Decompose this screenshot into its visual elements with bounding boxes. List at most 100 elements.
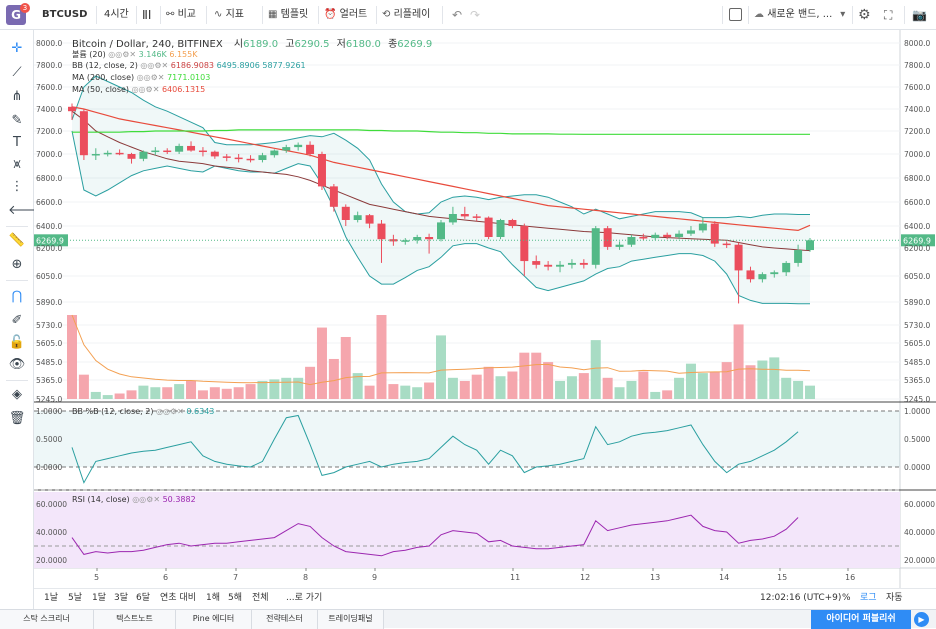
range-button[interactable]: 5해	[228, 593, 243, 603]
legend-volume[interactable]: 볼륨 (20) ◎◎⚙✕ 3.146K 6.155K	[72, 50, 198, 59]
footer-tab[interactable]: 트레이딩패널	[318, 610, 384, 629]
camera-snapshot-icon[interactable]: 📷	[912, 8, 927, 22]
footer-tab[interactable]: Pine 에디터	[176, 610, 252, 629]
top-toolbar: G 3 BTCUSD 4시간 ⅡⅠ ⚯ 비교 ∿ 지표 ▦ 템플릿 ⏰ 얼러트 …	[0, 0, 936, 30]
prediction-icon[interactable]: ⋮	[10, 179, 24, 194]
replay-button[interactable]: ⟲ 리플레이	[382, 9, 431, 20]
log-scale-button[interactable]: 로그	[860, 593, 877, 603]
volume-bar	[340, 336, 351, 399]
candle-body	[710, 223, 719, 244]
candle-body	[317, 154, 326, 187]
eye-icon[interactable]: 👁	[8, 357, 26, 372]
time-axis-label: 7	[233, 573, 238, 582]
range-button[interactable]: 3달	[114, 593, 129, 603]
back-arrow-icon[interactable]: 🡐	[8, 203, 43, 218]
price-axis-label-left: 7000.0	[36, 150, 62, 159]
bbpct-line	[71, 414, 799, 484]
compare-button[interactable]: ⚯ 비교	[166, 9, 196, 20]
redo-icon[interactable]: ↷	[470, 8, 481, 22]
price-axis-label-left: 6200.0	[36, 244, 62, 253]
volume-bar	[78, 374, 89, 399]
clock-readout: 12:02:16 (UTC+9)	[760, 593, 842, 603]
interval-selector[interactable]: 4시간	[104, 9, 129, 20]
volume-bar	[543, 362, 554, 399]
price-axis-label: 6200.0	[904, 244, 930, 253]
pattern-icon[interactable]: ⩙	[13, 157, 21, 172]
settings-gear-icon[interactable]: ⚙	[858, 7, 871, 23]
fullscreen-icon[interactable]: ⛶	[884, 8, 893, 22]
footer-tab[interactable]: 전략테스터	[252, 610, 318, 629]
layers-icon[interactable]: ◈	[12, 387, 22, 402]
footer-tab[interactable]: 텍스트노트	[94, 610, 176, 629]
legend-bb[interactable]: BB (12, close, 2) ◎◎⚙✕ 6186.9083 6495.89…	[72, 61, 306, 70]
range-button[interactable]: 전체	[252, 593, 269, 603]
text-tool-icon[interactable]: T	[13, 135, 21, 150]
low-value: 6180.0	[345, 39, 381, 50]
auto-scale-button[interactable]: 자동	[886, 593, 903, 603]
alerts-button[interactable]: ⏰ 얼러트	[324, 9, 368, 20]
play-circle-icon[interactable]: ▶	[914, 612, 929, 627]
price-axis-label: 6600.0	[904, 198, 930, 207]
range-button[interactable]: 1날	[44, 593, 59, 603]
volume-bar	[638, 371, 649, 399]
pitchfork-icon[interactable]: ⋔	[11, 89, 23, 104]
candle-body	[722, 243, 731, 246]
indicators-icon: ∿	[214, 9, 226, 20]
symbol-search[interactable]: BTCUSD	[42, 9, 88, 20]
volume-bar	[709, 371, 720, 399]
candle-body	[496, 220, 505, 237]
bbpct-axis-label: 1.0000	[904, 407, 930, 416]
layout-selector[interactable]: ☁ 새로운 밴드, ... ▾	[754, 9, 846, 20]
candle-body	[377, 223, 386, 240]
undo-icon[interactable]: ↶	[452, 8, 463, 22]
indicators-button[interactable]: ∿ 지표	[214, 9, 244, 20]
volume-bar	[662, 390, 673, 399]
time-axis-label: 14	[719, 573, 729, 582]
legend-bbpct[interactable]: BB %B (12, close, 2) ◎◎⚙✕ 0.6343	[72, 407, 215, 416]
bbpct-axis-label: 0.0000	[904, 463, 930, 472]
legend-ma200[interactable]: MA (200, close) ◎◎⚙✕ 7171.0103	[72, 73, 211, 82]
high-value: 6290.5	[294, 39, 330, 50]
legend-ma50[interactable]: MA (50, close) ◎◎⚙✕ 6406.1315	[72, 85, 206, 94]
ruler-icon[interactable]: 📏	[8, 233, 26, 248]
candle-body	[663, 234, 672, 237]
brush-icon[interactable]: ✎	[11, 113, 23, 128]
legend-rsi[interactable]: RSI (14, close) ◎◎⚙✕ 50.3882	[72, 495, 196, 504]
range-button[interactable]: 1달	[92, 593, 107, 603]
candle-body	[520, 226, 529, 262]
magnet-icon[interactable]: ⋂	[11, 289, 23, 304]
range-button[interactable]: 5날	[68, 593, 83, 603]
trend-line-icon[interactable]: ⟋	[12, 65, 22, 80]
footer-tab[interactable]: 스탁 스크리너	[0, 610, 94, 629]
crosshair-icon[interactable]: ✛	[11, 41, 23, 56]
compare-icon: ⚯	[166, 9, 178, 20]
range-button[interactable]: 6달	[136, 593, 151, 603]
percent-scale-button[interactable]: %	[842, 593, 851, 603]
candle-body	[460, 214, 469, 217]
volume-bar	[685, 363, 696, 399]
bb-upper-line	[71, 75, 810, 220]
candle-style-icon[interactable]: ⅡⅠ	[142, 8, 152, 22]
range-button[interactable]: 1해	[206, 593, 221, 603]
zoom-in-icon[interactable]: ⊕	[11, 257, 23, 272]
fullscreen-checkbox-icon[interactable]	[729, 8, 742, 21]
price-axis-label-left: 5485.0	[36, 358, 62, 367]
goto-date-button[interactable]: ...로 가기	[286, 593, 323, 603]
price-chart[interactable]: 6269.9 6269.9 8000.0 8000.0 7800.0 7800.0 7600…	[34, 30, 936, 590]
trash-icon[interactable]: 🗑	[8, 411, 26, 426]
price-axis-label-left: 8000.0	[36, 39, 62, 48]
templates-button[interactable]: ▦ 템플릿	[268, 9, 309, 20]
price-axis-label-left: 7200.0	[36, 127, 62, 136]
range-button[interactable]: 연초 대비	[160, 593, 196, 603]
volume-bar	[376, 315, 387, 399]
volume-bar	[150, 387, 161, 399]
stay-in-drawing-icon[interactable]: ✐	[11, 313, 23, 328]
candle-body	[556, 264, 565, 267]
candle-body	[413, 237, 422, 241]
bbpct-axis-label-left: 0.5000	[36, 435, 62, 444]
chart-area[interactable]: 6269.9 6269.9 8000.0 8000.0 7800.0 7800.0 7600…	[34, 30, 936, 610]
publish-idea-button[interactable]: 아이디어 퍼블리쉬	[811, 610, 911, 629]
close-value: 6269.9	[397, 39, 433, 50]
price-axis-label: 5245.0	[904, 395, 930, 404]
lock-icon[interactable]: 🔓	[8, 335, 26, 350]
